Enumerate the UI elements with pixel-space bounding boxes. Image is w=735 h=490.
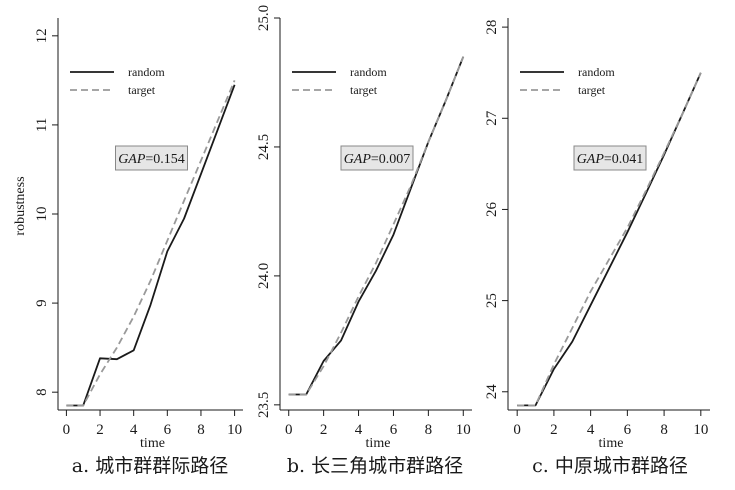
panel-caption: c. 中原城市群路径: [532, 455, 688, 477]
x-axis-title: time: [599, 436, 624, 451]
x-tick-label: 2: [320, 422, 328, 438]
y-axis-title: robustness: [13, 176, 28, 235]
y-tick-label: 27: [484, 110, 500, 126]
x-tick-label: 8: [660, 422, 668, 438]
x-tick-label: 6: [624, 422, 632, 438]
x-tick-label: 6: [390, 422, 398, 438]
gap-label-value: =0.007: [371, 152, 410, 167]
panel-caption: b. 长三角城市群路径: [287, 455, 463, 477]
legend-label-random: random: [128, 65, 165, 79]
series-line-target: [66, 80, 236, 407]
x-tick-label: 4: [130, 422, 138, 438]
gap-label-name: GAP: [344, 152, 372, 167]
y-tick-label: 26: [484, 201, 500, 217]
y-tick-label: 24.5: [256, 134, 272, 160]
x-tick-label: 10: [227, 422, 242, 438]
x-tick-label: 10: [456, 422, 471, 438]
legend-label-target: target: [350, 83, 378, 97]
gap-label-name: GAP: [577, 152, 605, 167]
gap-annotation: GAP=0.007: [340, 145, 414, 171]
series-line-random: [66, 84, 236, 407]
x-tick-label: 6: [164, 422, 172, 438]
gap-label-value: =0.041: [604, 152, 643, 167]
x-tick-label: 0: [513, 422, 521, 438]
y-tick-label: 24: [484, 384, 500, 400]
series-line-target: [517, 72, 702, 407]
gap-label-name: GAP: [118, 152, 146, 167]
series-line-target: [288, 56, 465, 396]
y-tick-label: 25.0: [256, 5, 272, 31]
x-tick-label: 2: [96, 422, 104, 438]
gap-label: GAP=0.154: [118, 152, 185, 167]
legend-label-target: target: [128, 83, 156, 97]
y-tick-label: 25: [484, 293, 500, 308]
legend: random target: [292, 65, 387, 97]
y-tick-label: 12: [34, 28, 50, 43]
gap-annotation: GAP=0.154: [115, 145, 188, 171]
gap-annotation: GAP=0.041: [573, 145, 647, 171]
x-axis-title: time: [140, 436, 165, 451]
x-tick-label: 10: [693, 422, 708, 438]
series-line-random: [288, 56, 465, 396]
gap-label-value: =0.154: [145, 152, 184, 167]
x-tick-label: 4: [355, 422, 363, 438]
series-line-random: [517, 72, 702, 407]
x-tick-label: 8: [197, 422, 205, 438]
y-tick-label: 9: [34, 299, 50, 307]
panel-b: 0 2 4 6 8 10 23.5 24.0 24.5 25.0 time random target G…: [256, 5, 472, 477]
gap-label: GAP=0.041: [577, 152, 644, 167]
legend: random target: [70, 65, 165, 97]
legend-label-target: target: [578, 83, 606, 97]
panel-a: 0 2 4 6 8 10 8 9 10 11 12 time robustness random targe…: [13, 18, 243, 477]
y-tick-label: 10: [34, 207, 50, 222]
panel-c: 0 2 4 6 8 102425262728timerandomtargetGAP=0.0…: [484, 18, 710, 477]
y-tick-label: 24.0: [256, 263, 272, 289]
x-axis-title: time: [366, 436, 391, 451]
gap-box: [340, 145, 414, 171]
legend-label-random: random: [578, 65, 615, 79]
y-tick-label: 8: [34, 388, 50, 396]
y-tick-label: 23.5: [256, 392, 272, 418]
x-tick-label: 0: [63, 422, 71, 438]
gap-box: [115, 145, 188, 171]
legend: random target: [520, 65, 615, 97]
panel-caption: a. 城市群群际路径: [72, 455, 228, 477]
y-tick-label: 28: [484, 20, 500, 35]
y-tick-label: 11: [34, 118, 50, 132]
legend-label-random: random: [350, 65, 387, 79]
gap-label: GAP=0.007: [344, 152, 411, 167]
x-tick-label: 2: [550, 422, 558, 438]
x-tick-label: 4: [587, 422, 595, 438]
x-tick-label: 0: [285, 422, 293, 438]
gap-box: [573, 145, 647, 171]
x-tick-label: 8: [425, 422, 433, 438]
